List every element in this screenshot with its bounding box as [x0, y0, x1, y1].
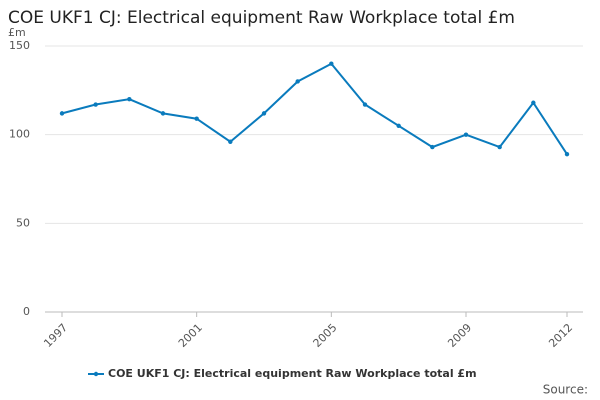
- x-tick-label: 1997: [41, 321, 70, 350]
- line: [61, 62, 568, 155]
- x-tick-label: 2009: [445, 321, 474, 350]
- y-tick-label: 50: [16, 216, 30, 229]
- point: [531, 100, 536, 105]
- y-unit: £m: [8, 26, 26, 39]
- chart-title: COE UKF1 CJ: Electrical equipment Raw Wo…: [8, 8, 515, 28]
- point: [430, 144, 435, 150]
- point: [160, 111, 166, 116]
- point: [564, 151, 570, 157]
- point: [127, 97, 132, 102]
- legend-marker: [93, 371, 99, 377]
- y-tick-label: 0: [23, 305, 30, 318]
- x-tick-label: 2012: [546, 321, 575, 350]
- point: [59, 111, 65, 116]
- x-tick-label: 2001: [176, 321, 205, 350]
- point: [329, 61, 334, 66]
- legend-label: COE UKF1 CJ: Electrical equipment Raw Wo…: [108, 367, 477, 380]
- y-tick-label: 150: [9, 39, 30, 52]
- point: [362, 102, 368, 107]
- point: [194, 116, 199, 121]
- point: [497, 144, 502, 150]
- point: [396, 123, 401, 128]
- point: [295, 79, 300, 84]
- x-tick-label: 2005: [311, 321, 340, 350]
- point: [228, 139, 233, 144]
- point: [261, 111, 267, 116]
- point: [463, 132, 469, 137]
- point: [93, 102, 98, 107]
- y-tick-label: 100: [9, 128, 30, 141]
- source: Source:: [543, 383, 588, 397]
